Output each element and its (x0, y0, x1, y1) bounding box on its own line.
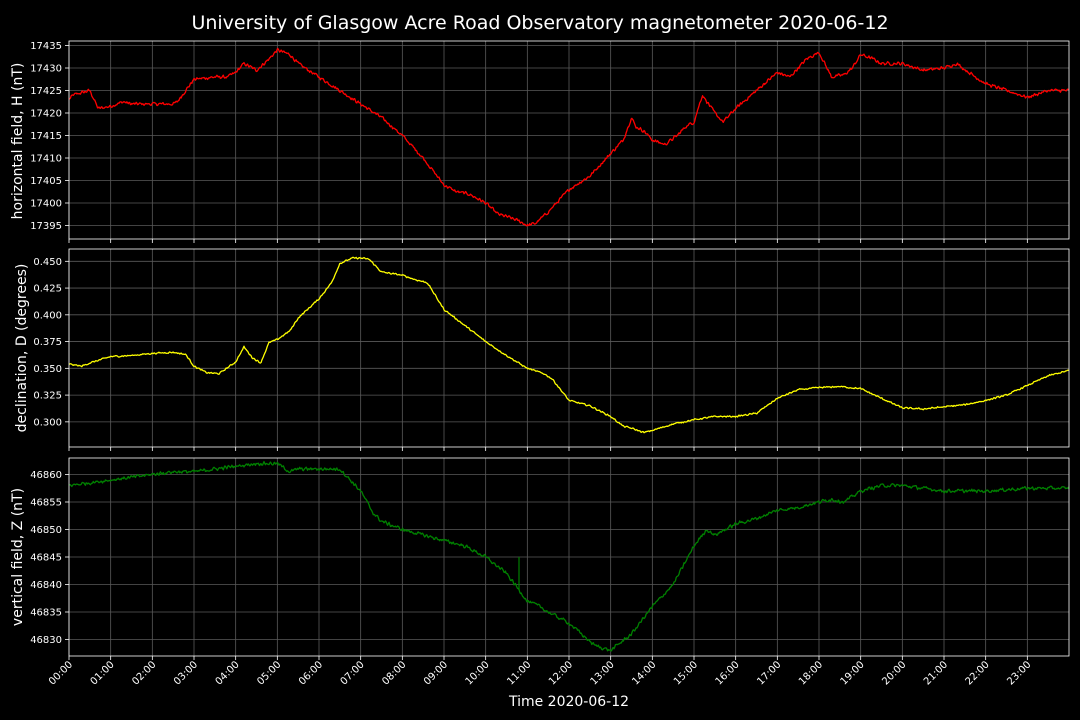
y-tick-label: 17405 (30, 176, 62, 187)
y-tick-label: 0.425 (33, 284, 62, 295)
y-tick-label: 0.450 (33, 257, 62, 268)
ylabel-horizontal-field: horizontal field, H (nT) (10, 63, 26, 220)
y-tick-label: 46830 (30, 635, 62, 646)
panel-declination: declination, D (degrees) 0.300 0.325 0.350… (14, 248, 1070, 451)
y-tick-label: 17425 (30, 86, 62, 97)
y-tick-label: 46855 (30, 498, 62, 509)
y-tick-label: 46840 (30, 580, 62, 591)
y-tick-label: 17430 (30, 64, 62, 75)
y-tick-label: 46850 (30, 525, 62, 536)
series-line (68, 47, 1069, 227)
panel-frame (68, 40, 1070, 240)
y-tick-label: 46860 (30, 470, 62, 481)
panel-frame (68, 457, 1070, 657)
chart-title: University of Glasgow Acre Road Observat… (191, 12, 888, 34)
panel-vertical-field: vertical field, Z (nT) 46830 46835 46840 46… (10, 457, 1070, 660)
ylabel-declination: declination, D (degrees) (14, 264, 30, 433)
y-tick-label: 0.400 (33, 310, 62, 321)
y-tick-label: 17395 (30, 221, 62, 232)
panel-horizontal-field: horizontal field, H (nT) 17395 17400 17405… (10, 40, 1070, 243)
y-tick-label: 0.325 (33, 391, 62, 402)
ylabel-vertical-field: vertical field, Z (nT) (10, 488, 26, 626)
series-line (68, 256, 1070, 434)
y-tick-label: 0.300 (33, 417, 62, 428)
series-line (68, 460, 1070, 652)
x-axis-label: Time 2020-06-12 (508, 694, 629, 710)
y-tick-label: 17420 (30, 109, 62, 120)
y-tick-label: 17435 (30, 41, 62, 52)
panel-frame (68, 248, 1070, 448)
y-tick-label: 17410 (30, 154, 62, 165)
y-tick-label: 17400 (30, 199, 62, 210)
y-tick-label: 0.350 (33, 364, 62, 375)
y-tick-label: 46835 (30, 608, 62, 619)
y-tick-label: 0.375 (33, 337, 62, 348)
y-tick-label: 46845 (30, 553, 62, 564)
y-tick-label: 17415 (30, 131, 62, 142)
